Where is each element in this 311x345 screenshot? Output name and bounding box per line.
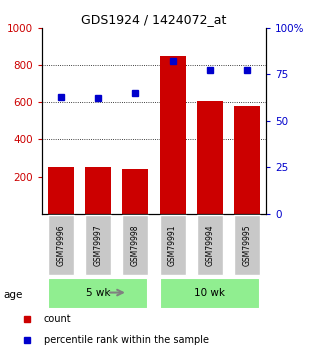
FancyBboxPatch shape: [160, 215, 186, 275]
FancyBboxPatch shape: [48, 278, 148, 309]
Text: GSM79991: GSM79991: [168, 224, 177, 266]
Bar: [122, 169, 148, 214]
Bar: [48, 167, 74, 214]
FancyBboxPatch shape: [48, 215, 74, 275]
Text: GSM79995: GSM79995: [243, 224, 252, 266]
Text: 10 wk: 10 wk: [194, 288, 225, 297]
Text: percentile rank within the sample: percentile rank within the sample: [44, 335, 209, 345]
Bar: [197, 101, 223, 214]
Bar: [160, 56, 186, 214]
Text: GSM79994: GSM79994: [206, 224, 214, 266]
FancyBboxPatch shape: [160, 278, 260, 309]
Text: GSM79998: GSM79998: [131, 224, 140, 266]
FancyBboxPatch shape: [85, 215, 111, 275]
Bar: [85, 167, 111, 214]
FancyBboxPatch shape: [234, 215, 260, 275]
FancyBboxPatch shape: [122, 215, 148, 275]
Text: 5 wk: 5 wk: [86, 288, 110, 297]
Text: age: age: [3, 290, 22, 300]
Bar: [234, 106, 260, 214]
Text: count: count: [44, 314, 71, 324]
FancyBboxPatch shape: [197, 215, 223, 275]
Text: GSM79996: GSM79996: [56, 224, 65, 266]
Text: GSM79997: GSM79997: [94, 224, 102, 266]
Title: GDS1924 / 1424072_at: GDS1924 / 1424072_at: [81, 13, 227, 27]
